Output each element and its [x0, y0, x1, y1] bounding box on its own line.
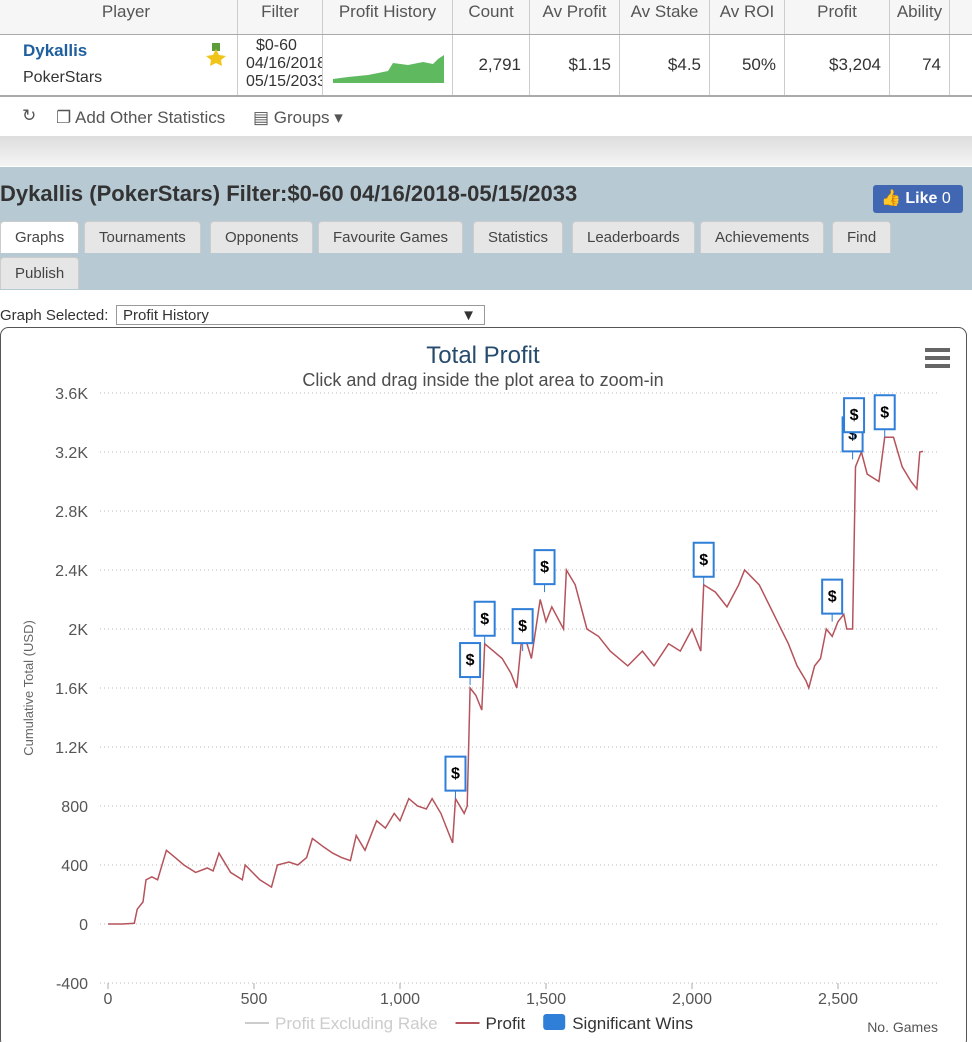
sparkline: [333, 55, 444, 83]
significant-win-flag: [873, 394, 896, 431]
ability-cell: 74: [890, 35, 950, 95]
significant-win-flag: [459, 642, 482, 679]
flag-text: $: [451, 766, 460, 783]
y-tick-label: 800: [61, 799, 88, 816]
profit-cell: $3,204: [785, 35, 890, 95]
y-tick-label: 2.8K: [55, 504, 88, 521]
column-header[interactable]: Player: [15, 0, 238, 34]
tab[interactable]: Graphs: [0, 221, 80, 253]
flag-text: $: [466, 652, 475, 669]
player-name[interactable]: Dykallis: [23, 41, 88, 60]
filter-start: 04/16/2018: [246, 55, 323, 72]
chart-subtitle: Click and drag inside the plot area to z…: [302, 370, 663, 390]
x-tick-label: 2,500: [818, 991, 858, 1008]
graph-select-label: Graph Selected:: [0, 307, 109, 324]
significant-win-flag: [843, 397, 866, 434]
award-icon: [206, 43, 226, 66]
y-tick-label: 1.6K: [55, 681, 88, 698]
y-tick-label: 400: [61, 858, 88, 875]
column-header[interactable]: Av Stake: [620, 0, 710, 34]
filter-range: $0-60: [256, 37, 297, 54]
column-header[interactable]: Av ROI: [710, 0, 785, 34]
legend-label[interactable]: Profit Excluding Rake: [275, 1014, 438, 1033]
significant-win-flag: [511, 608, 534, 645]
flag-text: $: [518, 618, 527, 635]
tab[interactable]: Leaderboards: [572, 221, 695, 253]
significant-win-flag: [821, 578, 844, 615]
flag-text: $: [850, 407, 859, 424]
y-tick-label: 3.2K: [55, 445, 88, 462]
groups[interactable]: ▤ Groups ▾: [253, 108, 343, 127]
significant-win-flag: [473, 600, 496, 637]
profile-title: Dykallis (PokerStars) Filter:$0-60 04/16…: [0, 181, 578, 206]
column-header[interactable]: Av Profit: [530, 0, 620, 34]
player-site: PokerStars: [23, 69, 103, 86]
column-header[interactable]: Count: [453, 0, 530, 34]
av-stake-cell: $4.5: [620, 35, 710, 95]
toolbar: ↻ ❐ Add Other Statistics ▤ Groups ▾: [0, 104, 972, 134]
filter-end: 05/15/2033: [246, 73, 323, 90]
tab[interactable]: Publish: [0, 257, 80, 289]
profit-line: [108, 436, 924, 925]
y-tick-label: 2.4K: [55, 563, 88, 580]
column-header[interactable]: Profit: [785, 0, 890, 34]
history-cell: [323, 35, 453, 95]
tab[interactable]: Statistics: [473, 221, 564, 253]
flag-text: $: [540, 559, 549, 576]
add-stats-label: Add Other Statistics: [75, 108, 226, 127]
y-tick-label: -400: [56, 976, 88, 993]
x-axis-title: No. Games: [867, 1019, 938, 1035]
legend-label[interactable]: Significant Wins: [572, 1014, 693, 1033]
flag-text: $: [880, 404, 889, 421]
y-tick-label: 2K: [68, 622, 88, 639]
like-label: Like: [905, 190, 938, 207]
y-tick-label: 0: [79, 917, 88, 934]
like-button[interactable]: 👍 Like 0: [873, 185, 963, 213]
av-roi-cell: 50%: [710, 35, 785, 95]
column-header[interactable]: Filter: [238, 0, 323, 34]
av-profit-cell: $1.15: [530, 35, 620, 95]
flag-text: $: [848, 426, 857, 443]
x-tick-label: 2,000: [672, 991, 712, 1008]
flag-text: $: [480, 611, 489, 628]
x-tick-label: 1,000: [380, 991, 420, 1008]
flag-text: $: [828, 589, 837, 606]
column-header[interactable]: Ability: [890, 0, 950, 34]
groups-label: Groups: [273, 108, 330, 127]
table-row: [0, 35, 972, 97]
graph-select[interactable]: Profit History ▼: [116, 305, 485, 325]
tab[interactable]: Opponents: [210, 221, 314, 253]
tab[interactable]: Achievements: [700, 221, 825, 253]
tab[interactable]: Find: [832, 221, 892, 253]
significant-win-flag: [533, 549, 556, 586]
legend-swatch: [543, 1014, 566, 1030]
count-cell: 2,791: [453, 35, 530, 95]
refresh-icon[interactable]: ↻: [22, 106, 37, 125]
add-stats[interactable]: ❐ Add Other Statistics: [56, 108, 226, 127]
separator: [0, 136, 972, 166]
graph-select-value: Profit History: [123, 307, 209, 324]
filter-cell: $0-60 04/16/2018 05/15/2033: [238, 35, 323, 95]
like-count: 0: [941, 190, 951, 207]
y-axis-title: Cumulative Total (USD): [21, 620, 36, 756]
y-tick-label: 1.2K: [55, 740, 88, 757]
significant-win-flag: [444, 755, 467, 792]
menu-button[interactable]: [925, 348, 950, 368]
x-tick-label: 500: [241, 991, 268, 1008]
significant-win-flag: [692, 541, 715, 578]
chart-title: Total Profit: [426, 342, 540, 369]
player-cell: Dykallis PokerStars: [15, 35, 238, 95]
x-tick-label: 1,500: [526, 991, 566, 1008]
y-tick-label: 3.6K: [55, 386, 88, 403]
legend-label[interactable]: Profit: [486, 1014, 526, 1033]
flag-text: $: [699, 552, 708, 569]
tab[interactable]: Tournaments: [84, 221, 201, 253]
x-tick-label: 0: [104, 991, 113, 1008]
tab[interactable]: Favourite Games: [318, 221, 464, 253]
column-header[interactable]: Profit History: [323, 0, 453, 34]
